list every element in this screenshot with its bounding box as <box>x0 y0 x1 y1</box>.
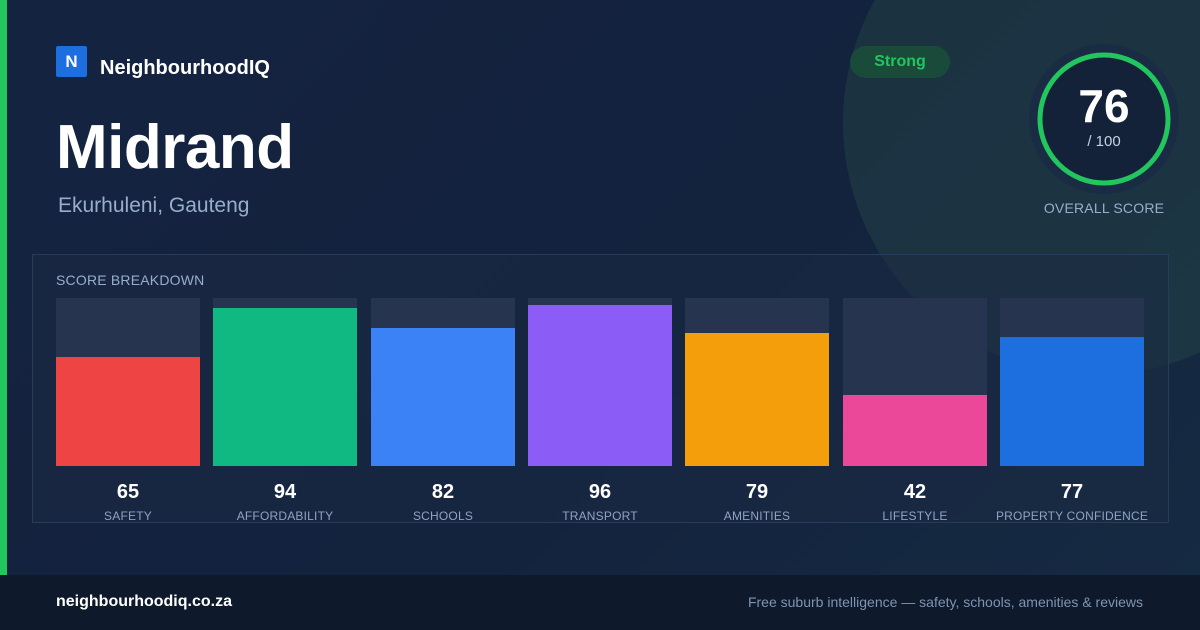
accent-strip <box>0 0 7 575</box>
score-bar-affordability: 94 AFFORDABILITY <box>213 298 357 523</box>
bar-value: 77 <box>1060 481 1084 503</box>
score-bar-lifestyle: 42 LIFESTYLE <box>843 298 987 523</box>
bar-label: AFFORDABILITY <box>236 509 334 523</box>
bar-track <box>213 298 357 466</box>
bar-value: 79 <box>745 481 769 503</box>
footer-url: neighbourhoodiq.co.za <box>56 593 232 610</box>
bar-track <box>528 298 672 466</box>
bar-fill <box>685 333 829 466</box>
bar-fill <box>1000 337 1144 466</box>
overall-score-denominator: / 100 <box>1087 133 1121 150</box>
bar-fill <box>213 308 357 466</box>
bar-fill <box>843 395 987 466</box>
bar-value: 42 <box>903 481 927 503</box>
overall-score-gauge <box>1029 44 1179 194</box>
gauge-progress-arc <box>1037 52 1171 186</box>
brand-name: NeighbourhoodIQ <box>100 57 270 79</box>
bar-track <box>56 298 200 466</box>
score-bar-amenities: 79 AMENITIES <box>685 298 829 523</box>
score-bar-transport: 96 TRANSPORT <box>528 298 672 523</box>
bar-fill <box>528 305 672 466</box>
suburb-title: Midrand <box>56 113 294 182</box>
overall-score-value: 76 <box>1078 80 1130 132</box>
bar-fill <box>371 328 515 466</box>
brand-logo-icon: N <box>56 46 87 77</box>
score-bar-safety: 65 SAFETY <box>56 298 200 523</box>
bar-value: 65 <box>116 481 140 503</box>
bar-value: 96 <box>588 481 612 503</box>
gauge-inner-disc <box>1042 57 1166 181</box>
footer-bar <box>0 575 1200 630</box>
bar-label: PROPERTY CONFIDENCE <box>995 509 1149 523</box>
bar-label: TRANSPORT <box>562 509 638 523</box>
bar-fill <box>56 357 200 466</box>
bar-track <box>685 298 829 466</box>
rating-badge: Strong <box>850 46 950 78</box>
score-bar-property-confidence: 77 PROPERTY CONFIDENCE <box>996 298 1148 523</box>
bar-value: 94 <box>273 481 297 503</box>
bar-track <box>371 298 515 466</box>
overall-score-label: OVERALL SCORE <box>1043 200 1165 216</box>
bar-label: AMENITIES <box>723 509 791 523</box>
suburb-location: Ekurhuleni, Gauteng <box>58 194 250 217</box>
bar-label: LIFESTYLE <box>882 509 948 523</box>
score-bar-schools: 82 SCHOOLS <box>371 298 515 523</box>
footer-tagline: Free suburb intelligence — safety, schoo… <box>747 594 1143 610</box>
score-breakdown-title: SCORE BREAKDOWN <box>56 272 205 288</box>
bar-label: SAFETY <box>104 509 152 523</box>
bar-track <box>843 298 987 466</box>
bar-label: SCHOOLS <box>412 509 474 523</box>
bar-value: 82 <box>431 481 455 503</box>
bar-track <box>1000 298 1144 466</box>
